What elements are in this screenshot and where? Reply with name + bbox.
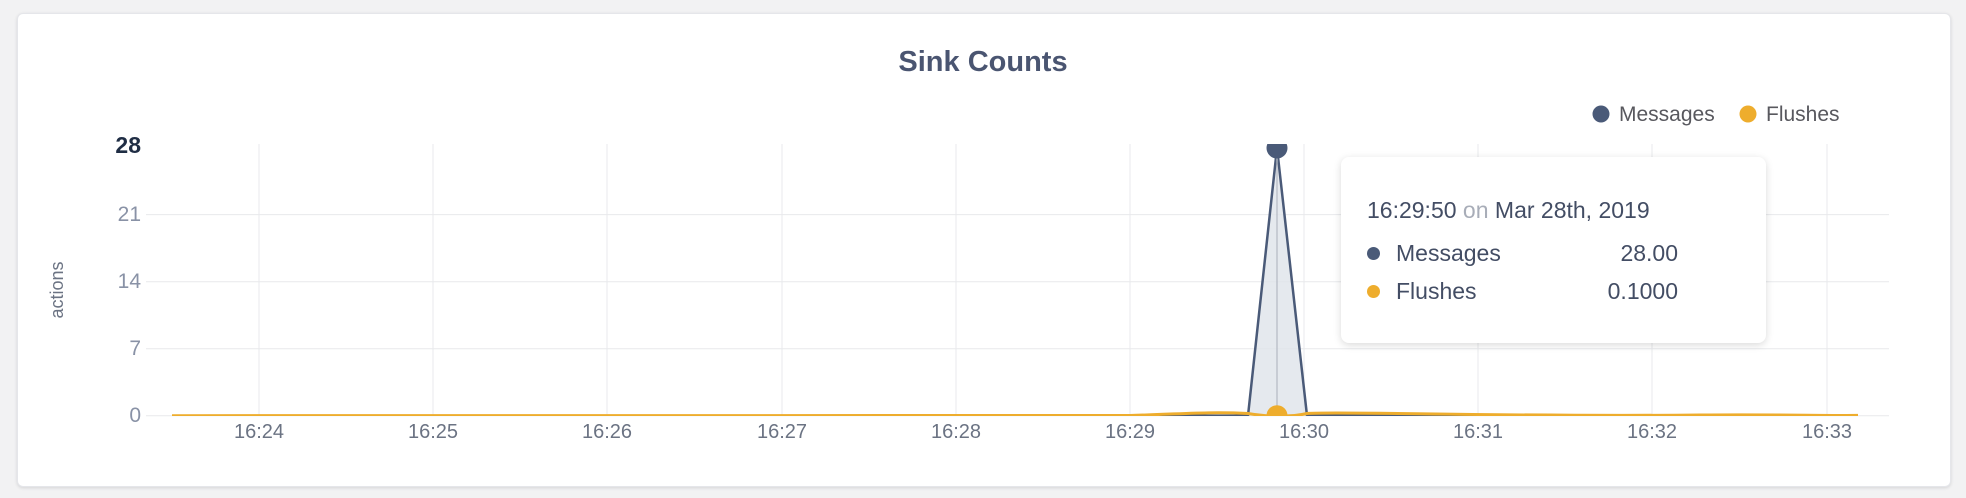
- svg-text:Messages: Messages: [1619, 103, 1715, 126]
- svg-text:16:27: 16:27: [757, 421, 807, 443]
- svg-text:7: 7: [129, 337, 141, 360]
- svg-text:16:31: 16:31: [1453, 421, 1503, 443]
- svg-text:Flushes: Flushes: [1766, 103, 1840, 126]
- svg-text:16:30: 16:30: [1279, 421, 1329, 443]
- svg-text:16:24: 16:24: [234, 421, 284, 443]
- svg-text:16:29: 16:29: [1105, 421, 1155, 443]
- svg-text:16:33: 16:33: [1802, 421, 1852, 443]
- svg-text:16:32: 16:32: [1627, 421, 1677, 443]
- svg-text:16:25: 16:25: [408, 421, 458, 443]
- svg-text:16:28: 16:28: [931, 421, 981, 443]
- svg-text:16:26: 16:26: [582, 421, 632, 443]
- svg-text:actions: actions: [47, 261, 67, 318]
- svg-text:21: 21: [118, 203, 141, 226]
- svg-text:28: 28: [115, 132, 141, 158]
- svg-text:14: 14: [118, 270, 142, 293]
- svg-text:0: 0: [129, 404, 141, 427]
